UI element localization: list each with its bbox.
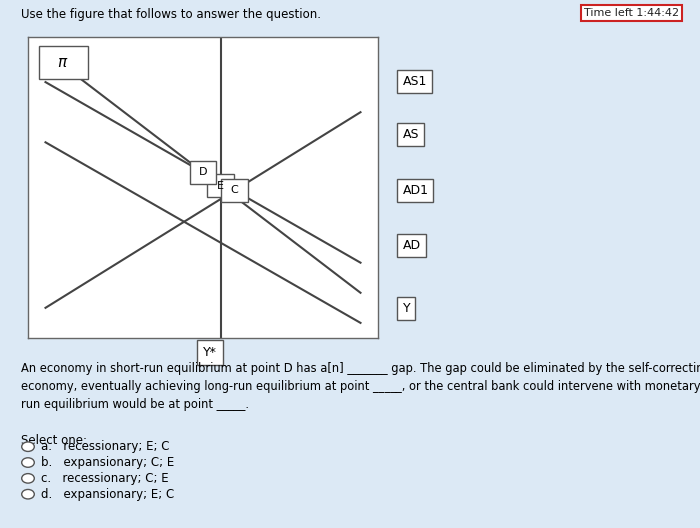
Text: AS: AS	[402, 128, 419, 141]
Text: Y: Y	[402, 303, 410, 315]
Text: Select one:: Select one:	[21, 434, 87, 447]
FancyBboxPatch shape	[190, 161, 216, 184]
Circle shape	[22, 489, 34, 499]
Text: Y*: Y*	[203, 346, 217, 359]
Circle shape	[22, 458, 34, 467]
Text: a.   recessionary; E; C: a. recessionary; E; C	[41, 440, 169, 453]
Text: AD: AD	[402, 239, 421, 252]
Text: AS1: AS1	[402, 76, 427, 88]
Circle shape	[22, 442, 34, 451]
Text: d.   expansionary; E; C: d. expansionary; E; C	[41, 488, 174, 501]
FancyBboxPatch shape	[207, 174, 234, 197]
Circle shape	[22, 474, 34, 483]
Text: E: E	[217, 181, 224, 191]
Text: c.   recessionary; C; E: c. recessionary; C; E	[41, 472, 168, 485]
Text: $\pi$: $\pi$	[57, 55, 69, 70]
Text: Use the figure that follows to answer the question.: Use the figure that follows to answer th…	[21, 8, 321, 21]
Text: Time left 1:44:42: Time left 1:44:42	[584, 8, 679, 18]
Text: C: C	[230, 185, 239, 195]
FancyBboxPatch shape	[221, 179, 248, 202]
Text: D: D	[199, 167, 207, 177]
Text: An economy in short-run equilibrium at point D has a[n] _______ gap. The gap cou: An economy in short-run equilibrium at p…	[21, 362, 700, 411]
Text: b.   expansionary; C; E: b. expansionary; C; E	[41, 456, 174, 469]
Text: AD1: AD1	[402, 184, 428, 196]
FancyBboxPatch shape	[38, 46, 88, 79]
